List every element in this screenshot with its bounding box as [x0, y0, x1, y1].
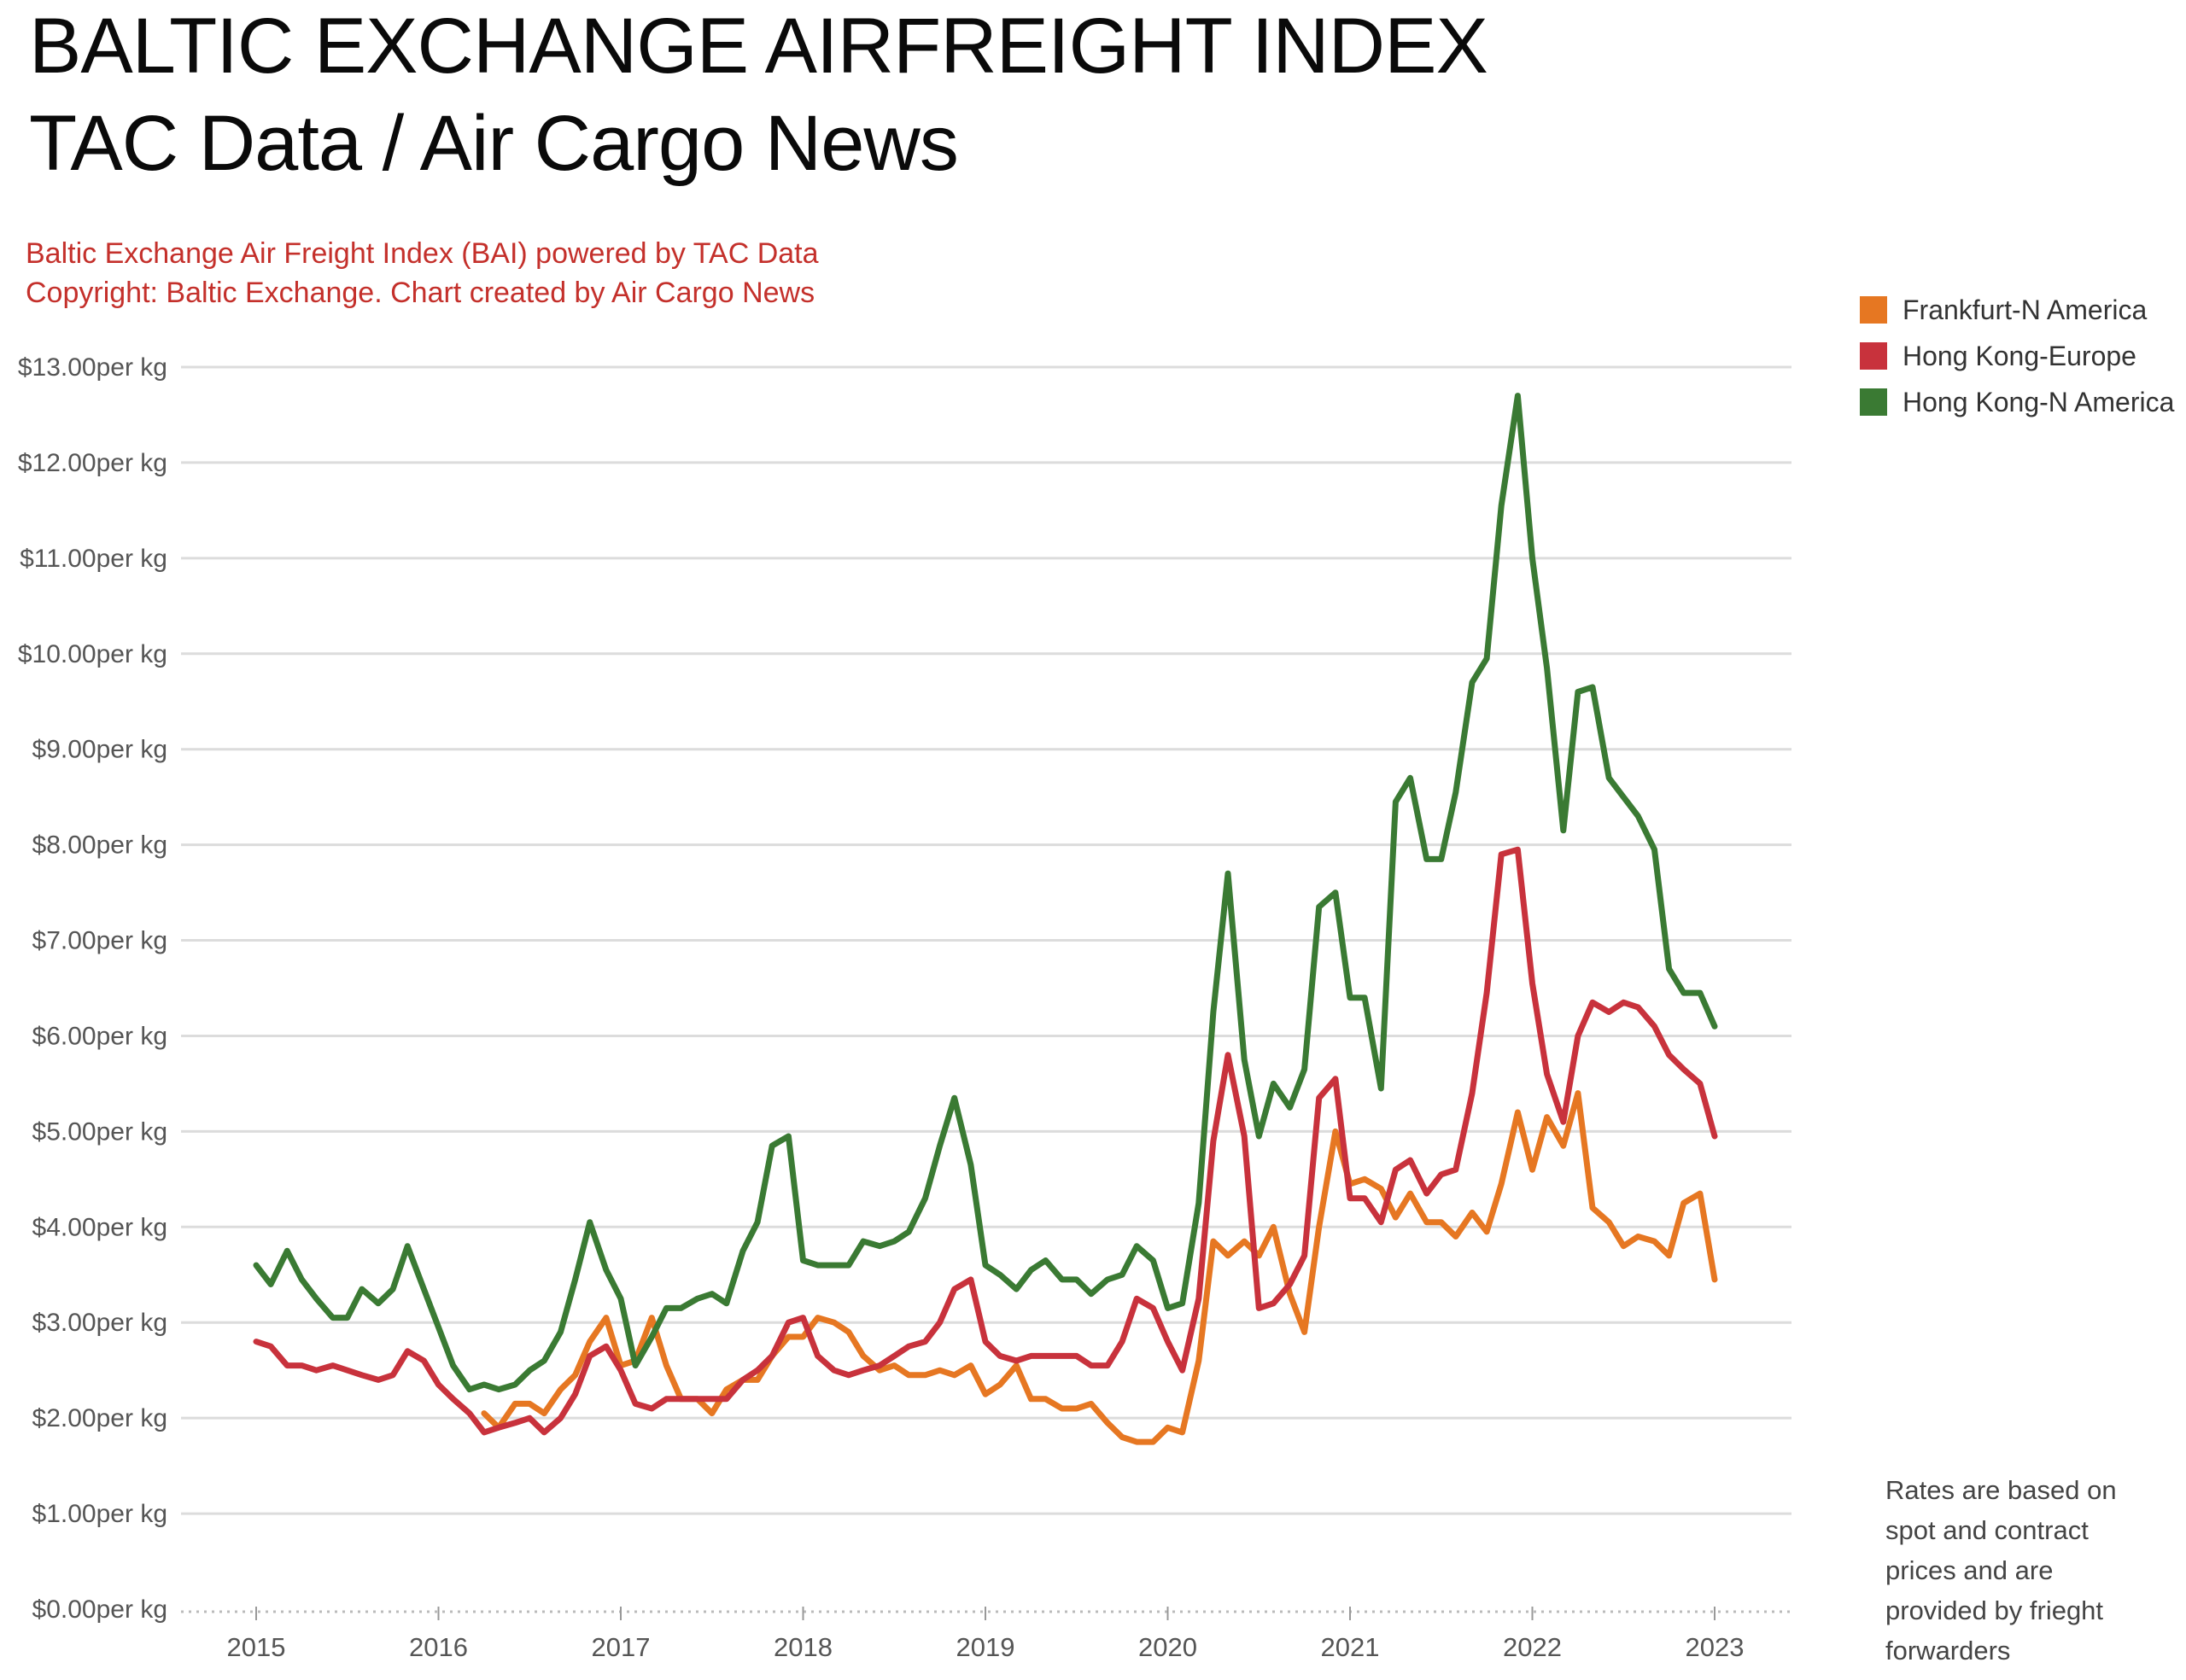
series-line-frankfurt-n-america[interactable] [481, 1090, 1718, 1445]
legend-item-frankfurt-n-america[interactable]: Frankfurt-N America [1860, 287, 2174, 333]
y-tick-label: $11.00per kg [20, 545, 167, 573]
y-tick-label: $3.00per kg [32, 1309, 167, 1337]
series-line-hong-kong-n-america[interactable] [253, 393, 1718, 1393]
legend-item-hong-kong-europe[interactable]: Hong Kong-Europe [1860, 333, 2174, 379]
x-axis: 2015 2016 2017 2018 2019 2020 2021 2022 2023 [181, 1607, 1791, 1662]
y-tick-label: $13.00per kg [18, 353, 167, 382]
x-tick-label: 2020 [1138, 1632, 1197, 1662]
legend: Frankfurt-N America Hong Kong-Europe Hon… [1860, 287, 2174, 425]
source-note-line1: Baltic Exchange Air Freight Index (BAI) … [26, 237, 819, 270]
footnote: Rates are based on spot and contract pri… [1885, 1475, 2117, 1665]
y-tick-label: $12.00per kg [18, 449, 167, 477]
y-tick-label: $1.00per kg [32, 1500, 167, 1528]
legend-label: Hong Kong-N America [1903, 386, 2175, 417]
legend-swatch-frankfurt [1860, 296, 1887, 324]
x-tick-label: 2023 [1686, 1632, 1745, 1662]
x-tick-label: 2018 [774, 1632, 833, 1662]
page-subtitle: TAC Data / Air Cargo News [29, 100, 959, 187]
x-tick-label: 2015 [227, 1632, 286, 1662]
x-tick-label: 2021 [1321, 1632, 1380, 1662]
legend-swatch-hong-kong-europe [1860, 342, 1887, 370]
x-tick-label: 2022 [1503, 1632, 1562, 1662]
y-tick-label: $7.00per kg [32, 927, 167, 955]
y-axis: $13.00per kg $12.00per kg $11.00per kg $10.… [18, 353, 167, 1624]
page-title: BALTIC EXCHANGE AIRFREIGHT INDEX [29, 3, 1488, 90]
y-tick-label: $6.00per kg [32, 1022, 167, 1050]
series-line-hong-kong-europe[interactable] [253, 846, 1718, 1436]
x-tick-label: 2017 [592, 1632, 651, 1662]
y-tick-label: $0.00per kg [32, 1595, 167, 1624]
y-tick-label: $10.00per kg [18, 640, 167, 668]
y-tick-label: $8.00per kg [32, 831, 167, 860]
legend-label: Hong Kong-Europe [1903, 340, 2136, 371]
legend-label: Frankfurt-N America [1903, 294, 2148, 325]
y-tick-label: $5.00per kg [32, 1117, 167, 1146]
source-note-line2: Copyright: Baltic Exchange. Chart create… [26, 277, 815, 309]
series-lines [253, 393, 1718, 1445]
y-tick-label: $9.00per kg [32, 736, 167, 764]
legend-swatch-hong-kong-n-america [1860, 388, 1887, 416]
y-tick-label: $2.00per kg [32, 1404, 167, 1432]
y-tick-label: $4.00per kg [32, 1213, 167, 1241]
x-tick-label: 2016 [409, 1632, 468, 1662]
legend-item-hong-kong-n-america[interactable]: Hong Kong-N America [1860, 379, 2174, 425]
x-tick-label: 2019 [956, 1632, 1015, 1662]
